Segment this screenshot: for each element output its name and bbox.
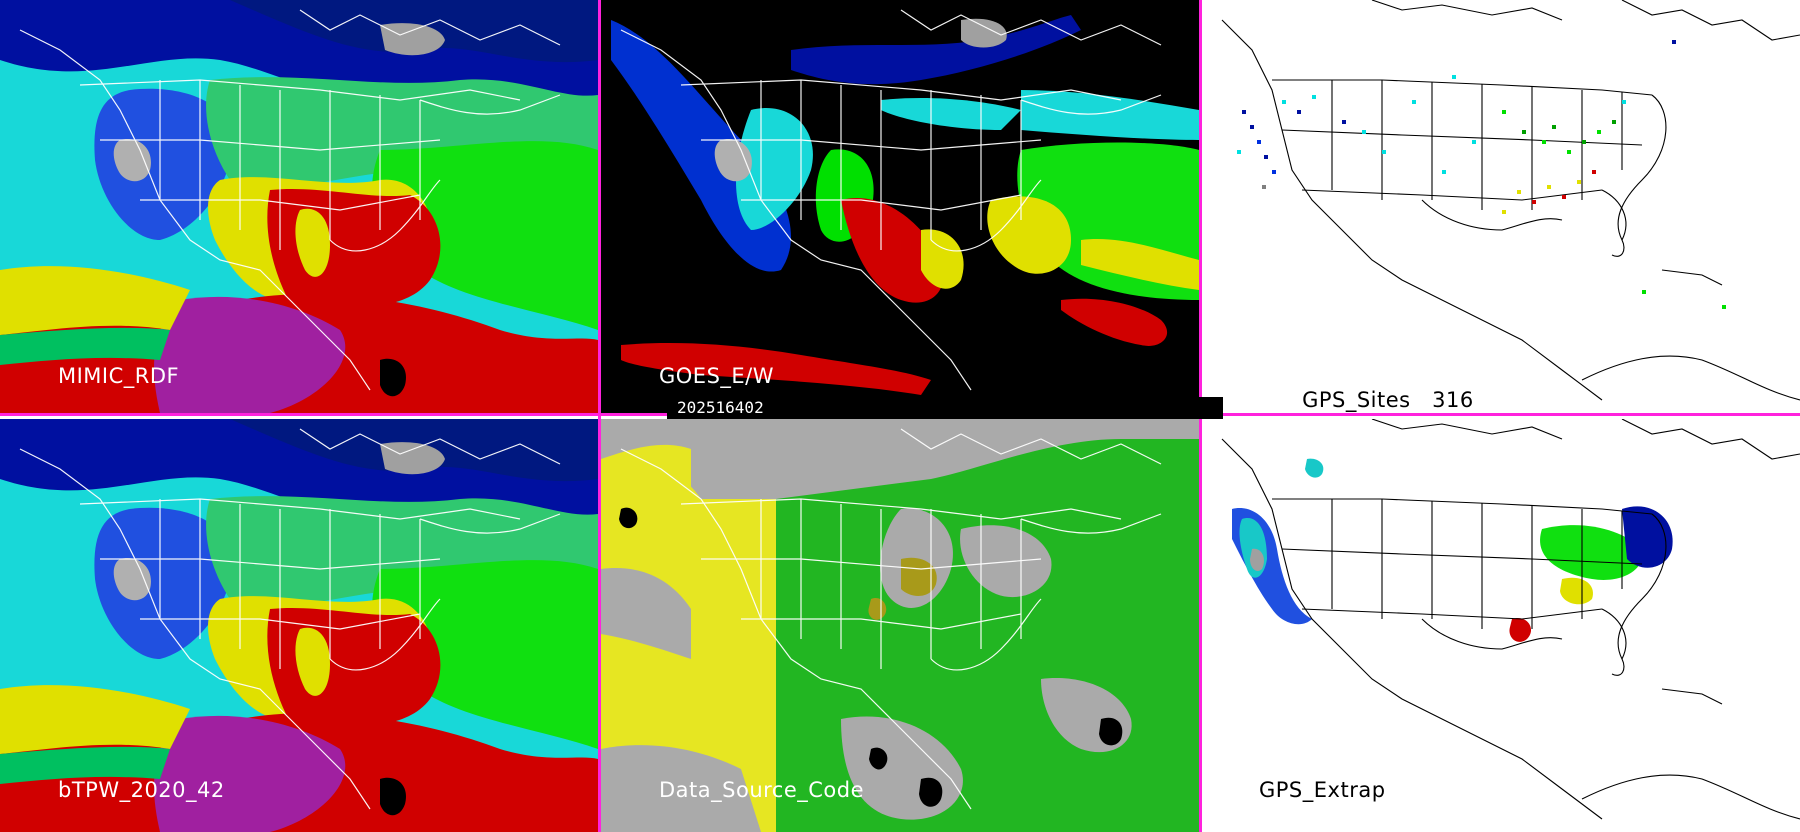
- goes-ew-map: [601, 0, 1199, 413]
- panel-label: MIMIC_RDF: [58, 364, 180, 388]
- gps-extrap-map: [1202, 419, 1800, 832]
- timestamp-bar: 202516402: [667, 397, 1223, 419]
- mimic-rdf-map-panel: MIMIC_RDF: [0, 0, 598, 413]
- panel-label: GPS_Sites 316: [1259, 364, 1474, 413]
- data-source-code-map-panel: Data_Source_Code: [601, 419, 1199, 832]
- gps-site-markers: [1237, 40, 1726, 309]
- mimic-rdf-map: [0, 0, 598, 413]
- gps-sites-spacer: [1411, 388, 1433, 412]
- goes-ew-map-panel: GOES_E/W: [601, 0, 1199, 413]
- gps-sites-map-panel: GPS_Sites 316: [1202, 0, 1800, 413]
- btpw-map: [0, 419, 598, 832]
- gps-sites-count: 316: [1432, 388, 1474, 412]
- panel-label: Data_Source_Code: [659, 778, 865, 802]
- panel-label: GOES_E/W: [659, 364, 775, 388]
- panel-label: bTPW_2020_42: [58, 778, 225, 802]
- gps-sites-label: GPS_Sites: [1302, 388, 1411, 412]
- gps-sites-map: [1202, 0, 1800, 413]
- btpw-map-panel: bTPW_2020_42: [0, 419, 598, 832]
- data-source-code-map: [601, 419, 1199, 832]
- vertical-divider-left: [598, 0, 601, 832]
- panel-label: GPS_Extrap: [1259, 778, 1386, 802]
- gps-extrap-map-panel: GPS_Extrap: [1202, 419, 1800, 832]
